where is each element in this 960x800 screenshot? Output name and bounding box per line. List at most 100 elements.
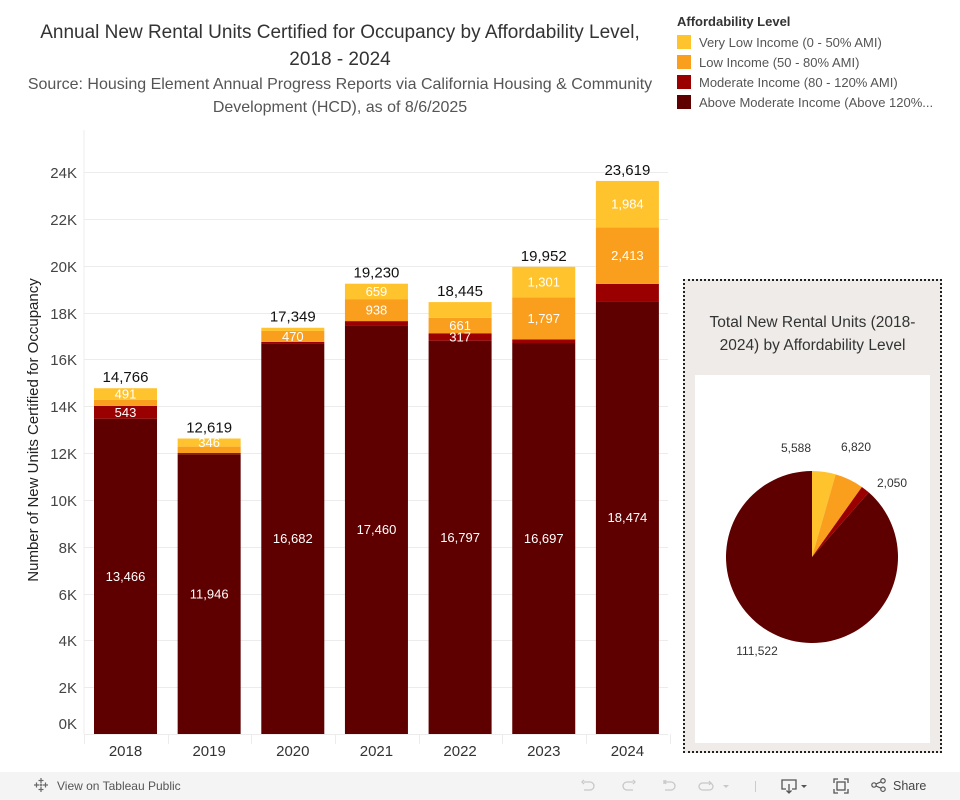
revert-icon <box>660 778 678 794</box>
bar-segment-2022-above-moderate-income[interactable] <box>428 340 492 734</box>
segment-label-2018-moderate-income: 543 <box>115 405 137 420</box>
bar-segment-2023-moderate-income[interactable] <box>512 339 576 344</box>
y-tick-label: 4K <box>59 633 77 650</box>
bar-segment-2018-very-low-income[interactable] <box>94 388 157 400</box>
total-label-2022: 18,445 <box>437 283 483 300</box>
view-on-tableau-public-link[interactable]: View on Tableau Public <box>33 772 181 800</box>
y-tick-label: 24K <box>50 165 77 182</box>
segment-label-2020-low-income: 470 <box>282 329 304 344</box>
title-block: Annual New Rental Units Certified for Oc… <box>20 19 660 119</box>
pie-slice-low-income[interactable] <box>812 474 862 557</box>
bar-segment-2018-low-income[interactable] <box>94 399 157 406</box>
bar-segment-2021-low-income[interactable] <box>344 299 408 322</box>
x-tick-label-2020: 2020 <box>276 743 309 760</box>
bar-segment-2019-very-low-income[interactable] <box>177 438 241 447</box>
bar-segment-2022-moderate-income[interactable] <box>428 333 492 341</box>
segment-label-2021-above-moderate-income: 17,460 <box>357 522 397 537</box>
x-tick-label-2021: 2021 <box>360 743 393 760</box>
download-icon <box>780 778 812 794</box>
segment-label-2018-very-low-income: 491 <box>115 386 137 401</box>
bar-segment-2020-above-moderate-income[interactable] <box>261 343 325 734</box>
refresh-icon <box>697 778 731 794</box>
download-button[interactable] <box>780 778 812 794</box>
bar-segment-2019-moderate-income[interactable] <box>177 453 241 455</box>
bar-segment-2024-low-income[interactable] <box>595 227 659 284</box>
y-tick-label: 6K <box>59 587 77 604</box>
x-tick-label-2019: 2019 <box>192 743 225 760</box>
segment-label-2021-very-low-income: 659 <box>366 284 388 299</box>
bar-segment-2021-moderate-income[interactable] <box>344 321 408 326</box>
total-label-2019: 12,619 <box>186 420 232 437</box>
legend-swatch <box>677 75 691 89</box>
pie-label-above-moderate-income: 111,522 <box>736 644 778 658</box>
bar-segment-2020-very-low-income[interactable] <box>261 327 325 331</box>
bar-segment-2023-above-moderate-income[interactable] <box>512 343 576 734</box>
share-label: Share <box>893 779 927 793</box>
bar-segment-2020-moderate-income[interactable] <box>261 341 325 344</box>
y-tick-label: 14K <box>50 399 77 416</box>
segment-label-2020-above-moderate-income: 16,682 <box>273 531 313 546</box>
pie-slice-moderate-income[interactable] <box>812 486 869 557</box>
pie-panel: Total New Rental Units (2018-2024) by Af… <box>683 279 942 753</box>
pie-area: 5,588 6,820 2,050 111,522 <box>695 375 930 743</box>
y-tick-label: 0K <box>59 716 77 733</box>
redo-icon <box>620 778 638 794</box>
pie-slice-above-moderate-income[interactable] <box>726 471 898 643</box>
legend-item-moderate-income[interactable]: Moderate Income (80 - 120% AMI) <box>677 72 960 92</box>
bar-segment-2021-above-moderate-income[interactable] <box>344 325 408 734</box>
bar-segment-2018-moderate-income[interactable] <box>94 405 157 419</box>
pie-label-low-income: 6,820 <box>841 440 871 454</box>
legend: Affordability Level Very Low Income (0 -… <box>677 12 960 112</box>
x-tick-label-2023: 2023 <box>527 743 560 760</box>
bar-segment-2023-very-low-income[interactable] <box>512 266 576 298</box>
bar-segment-2019-low-income[interactable] <box>177 446 241 454</box>
segment-label-2024-low-income: 2,413 <box>611 248 644 263</box>
segment-label-2023-above-moderate-income: 16,697 <box>524 531 564 546</box>
refresh-button[interactable] <box>697 778 731 794</box>
undo-icon <box>579 778 597 794</box>
pie-slice-very-low-income[interactable] <box>812 471 836 557</box>
x-tick-label-2018: 2018 <box>109 743 142 760</box>
view-on-tableau-public-label: View on Tableau Public <box>57 779 181 793</box>
bar-segment-2018-above-moderate-income[interactable] <box>94 418 157 734</box>
revert-button[interactable] <box>660 778 678 794</box>
y-tick-label: 12K <box>50 446 77 463</box>
total-label-2023: 19,952 <box>521 248 567 265</box>
undo-button[interactable] <box>579 778 597 794</box>
legend-item-very-low-income[interactable]: Very Low Income (0 - 50% AMI) <box>677 32 960 52</box>
legend-swatch <box>677 55 691 69</box>
y-tick-label: 18K <box>50 306 77 323</box>
y-tick-label: 8K <box>59 540 77 557</box>
stacked-bar-chart: 0K 2K 4K 6K 8K 10K 12K 14K 16K 18K 20K 22K 24K 13,46… <box>25 130 671 760</box>
bar-segment-2022-very-low-income[interactable] <box>428 302 492 318</box>
bar-segment-2024-moderate-income[interactable] <box>595 283 659 302</box>
total-label-2018: 14,766 <box>103 369 149 386</box>
share-button[interactable]: Share <box>871 772 926 800</box>
pie-label-very-low-income: 5,588 <box>781 441 811 455</box>
legend-label: Low Income (50 - 80% AMI) <box>699 54 860 70</box>
bar-segment-2024-very-low-income[interactable] <box>595 180 659 228</box>
total-label-2020: 17,349 <box>270 309 316 326</box>
legend-swatch <box>677 35 691 49</box>
bar-segment-2020-low-income[interactable] <box>261 330 325 342</box>
y-tick-label: 16K <box>50 352 77 369</box>
legend-title: Affordability Level <box>677 14 791 29</box>
bars <box>94 180 659 734</box>
bar-segment-2019-above-moderate-income[interactable] <box>177 454 241 734</box>
legend-item-above-moderate-income[interactable]: Above Moderate Income (Above 120%... <box>677 92 960 112</box>
legend-item-low-income[interactable]: Low Income (50 - 80% AMI) <box>677 52 960 72</box>
fullscreen-icon <box>832 778 850 794</box>
toolbar-separator <box>755 781 756 792</box>
fullscreen-button[interactable] <box>832 778 850 794</box>
y-tick-label: 2K <box>59 680 77 697</box>
bar-segment-2022-low-income[interactable] <box>428 317 492 334</box>
total-label-2021: 19,230 <box>354 265 400 282</box>
bar-segment-2023-low-income[interactable] <box>512 297 576 340</box>
bar-segment-2021-very-low-income[interactable] <box>344 283 408 300</box>
redo-button[interactable] <box>620 778 638 794</box>
segment-label-2022-moderate-income: 317 <box>449 329 471 344</box>
segment-label-2022-low-income: 661 <box>449 318 471 333</box>
tableau-logo-icon <box>33 777 49 796</box>
bar-segment-2024-above-moderate-income[interactable] <box>595 301 659 734</box>
